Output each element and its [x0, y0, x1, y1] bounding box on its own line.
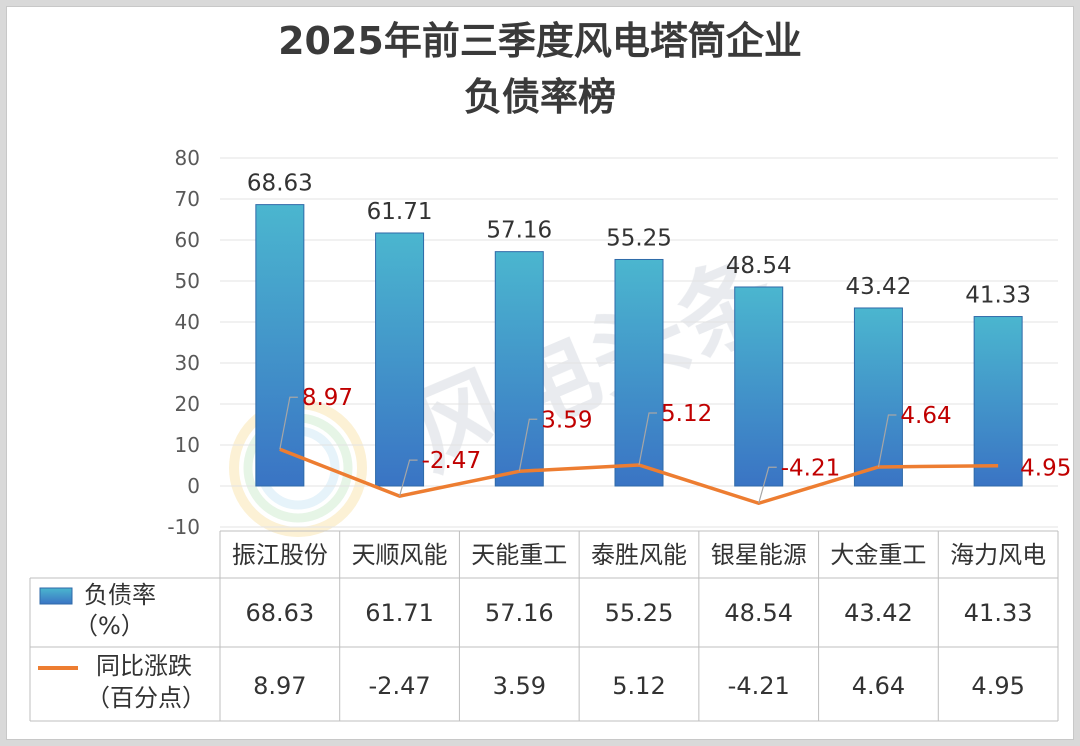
y-tick-label: 30 [175, 351, 200, 375]
line-value-label: 8.97 [302, 385, 353, 411]
bar-value-label: 55.25 [606, 225, 672, 251]
bar-value-label: 61.71 [367, 199, 433, 225]
legend-bar-swatch [39, 587, 73, 605]
y-tick-label: 20 [175, 392, 200, 416]
table-bar-value: 68.63 [245, 599, 314, 627]
y-tick-label: 50 [175, 269, 200, 293]
bar-value-label: 48.54 [726, 253, 792, 279]
data-label-leader [279, 396, 298, 450]
chart-title-line2: 负债率榜 [463, 75, 616, 119]
table-line-value: 3.59 [493, 672, 546, 700]
bar [853, 307, 903, 487]
table-line-value: 4.95 [971, 672, 1024, 700]
data-label-leader [758, 466, 777, 504]
bar [255, 204, 305, 487]
table-line-value: 8.97 [253, 672, 306, 700]
line-value-label: -4.21 [781, 455, 841, 481]
y-tick-label: 70 [175, 187, 200, 211]
x-category-label: 大金重工 [830, 541, 926, 569]
line-series: 8.97 -2.47 3.59 5.12 -4.21 4.64 4.95 [279, 385, 1071, 506]
data-label-leader [638, 412, 657, 466]
bar [375, 232, 425, 487]
bar [494, 251, 544, 487]
table-line-value: 4.64 [852, 672, 905, 700]
line-value-label: 5.12 [661, 401, 712, 427]
y-tick-label: 0 [187, 474, 200, 498]
table-bar-value: 48.54 [724, 599, 793, 627]
table-bar-value: 57.16 [485, 599, 554, 627]
table-bar-value: 43.42 [844, 599, 913, 627]
bar [973, 316, 1023, 487]
legend-line-label-line1: 同比涨跌 [96, 652, 192, 680]
x-category-label: 泰胜风能 [591, 541, 687, 569]
data-label-leader [877, 414, 897, 468]
line-value-label: 4.95 [1020, 456, 1071, 482]
x-category-label: 银星能源 [711, 541, 807, 569]
data-label-leader [518, 418, 538, 472]
y-axis: -10 0 10 20 30 40 50 60 70 80 [167, 146, 200, 539]
legend-bar-label-line2: （%） [74, 612, 145, 640]
bar-value-label: 43.42 [845, 274, 911, 300]
legend-line-label-line2: （百分点） [86, 684, 206, 712]
table-line-value: -4.21 [728, 672, 790, 700]
x-category-label: 天能重工 [471, 541, 567, 569]
bar-value-label: 57.16 [486, 218, 552, 244]
table-line-value: -2.47 [369, 672, 431, 700]
data-label-leader [398, 459, 418, 497]
bar [614, 258, 664, 487]
legend-bar-label-line1: 负债率 [84, 581, 156, 609]
chart-title-line1: 2025年前三季度风电塔筒企业 [278, 19, 802, 63]
bar [734, 286, 784, 487]
line-value-label: 4.64 [900, 403, 951, 429]
y-tick-label: 80 [175, 146, 200, 170]
x-category-label: 海力风电 [950, 541, 1046, 569]
table-line-value: 5.12 [612, 672, 665, 700]
line-value-label: 3.59 [541, 407, 592, 433]
bars: 68.63 61.71 57.16 55.25 48.54 43.42 41.33 [247, 171, 1031, 487]
y-tick-label: 10 [175, 433, 200, 457]
line-value-label: -2.47 [422, 448, 482, 474]
x-category-label: 天顺风能 [352, 541, 448, 569]
bar-value-label: 41.33 [965, 283, 1031, 309]
table-bar-value: 55.25 [605, 599, 674, 627]
y-tick-label: -10 [167, 515, 200, 539]
bar-value-label: 68.63 [247, 171, 313, 197]
table-bar-value: 41.33 [964, 599, 1033, 627]
x-category-label: 振江股份 [232, 541, 328, 569]
y-tick-label: 60 [175, 228, 200, 252]
table-bar-value: 61.71 [365, 599, 434, 627]
y-tick-label: 40 [175, 310, 200, 334]
